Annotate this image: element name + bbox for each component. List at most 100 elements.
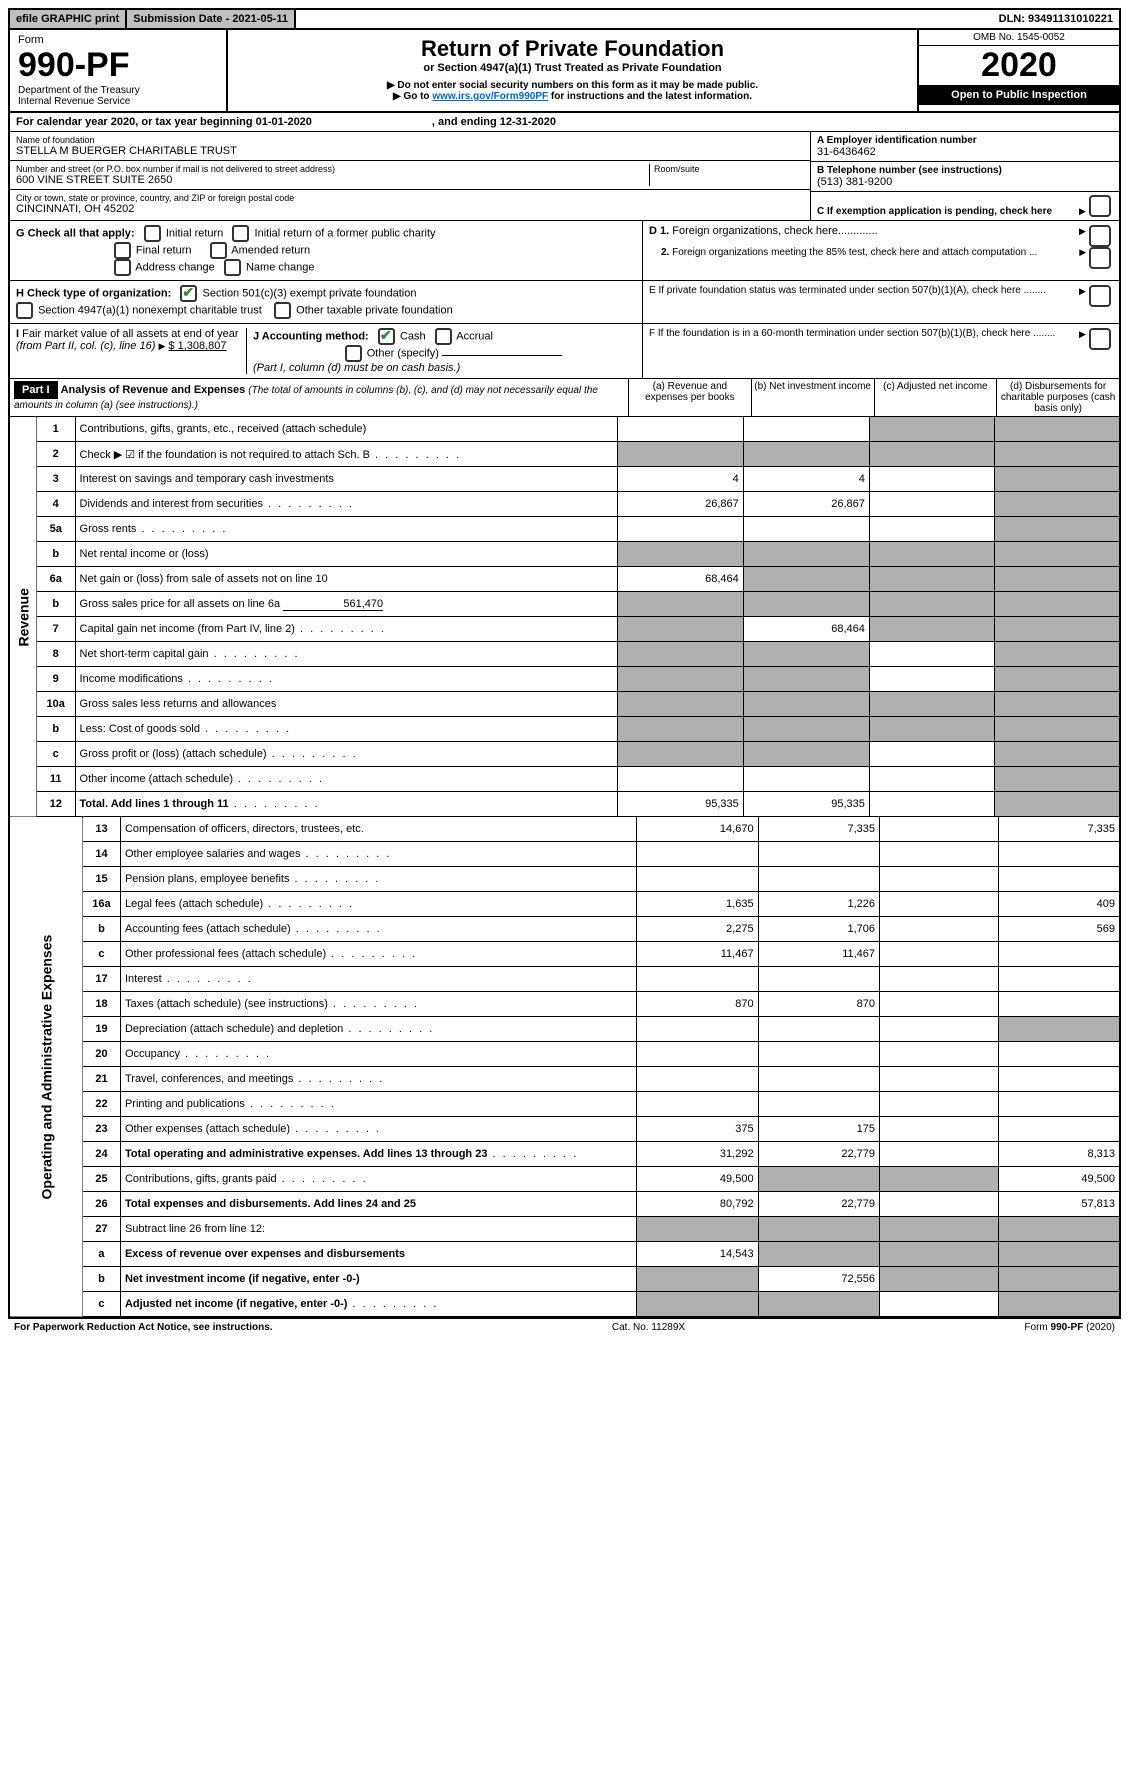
phone-label: B Telephone number (see instructions) bbox=[817, 165, 1113, 176]
form-header: Form 990-PF Department of the Treasury I… bbox=[10, 30, 1119, 113]
line-desc: Taxes (attach schedule) (see instruction… bbox=[120, 992, 636, 1017]
line-desc: Pension plans, employee benefits bbox=[120, 867, 636, 892]
line-num: c bbox=[83, 1292, 121, 1317]
g-final-checkbox[interactable] bbox=[114, 242, 131, 259]
line-desc: Depreciation (attach schedule) and deple… bbox=[120, 1017, 636, 1042]
omb-number: OMB No. 1545-0052 bbox=[919, 30, 1119, 46]
form-container: efile GRAPHIC print Submission Date - 20… bbox=[8, 8, 1121, 1319]
line-num: b bbox=[36, 542, 75, 567]
page-footer: For Paperwork Reduction Act Notice, see … bbox=[8, 1319, 1121, 1336]
c-checkbox[interactable] bbox=[1089, 195, 1111, 217]
g-name-checkbox[interactable] bbox=[224, 259, 241, 276]
line-num: 14 bbox=[83, 842, 121, 867]
line-desc: Capital gain net income (from Part IV, l… bbox=[75, 617, 617, 642]
j-other-checkbox[interactable] bbox=[345, 345, 362, 362]
line-desc: Contributions, gifts, grants paid bbox=[120, 1167, 636, 1192]
e-label: E If private foundation status was termi… bbox=[649, 285, 1079, 319]
line-num: 3 bbox=[36, 467, 75, 492]
line-num: 4 bbox=[36, 492, 75, 517]
checks-g-row: G Check all that apply: Initial return I… bbox=[10, 221, 1119, 281]
line-num: 21 bbox=[83, 1067, 121, 1092]
note-ssn: ▶ Do not enter social security numbers o… bbox=[234, 80, 911, 91]
h-other-checkbox[interactable] bbox=[274, 302, 291, 319]
line-num: b bbox=[36, 717, 75, 742]
line-num: 16a bbox=[83, 892, 121, 917]
line-desc: Interest on savings and temporary cash i… bbox=[75, 467, 617, 492]
revenue-side-label: Revenue bbox=[10, 417, 36, 817]
name-label: Name of foundation bbox=[16, 135, 804, 145]
line-desc: Income modifications bbox=[75, 667, 617, 692]
instructions-link[interactable]: www.irs.gov/Form990PF bbox=[432, 91, 548, 102]
foundation-info: Name of foundation STELLA M BUERGER CHAR… bbox=[10, 132, 1119, 221]
line-desc: Other employee salaries and wages bbox=[120, 842, 636, 867]
d1-checkbox[interactable] bbox=[1089, 225, 1111, 247]
j-cash-checkbox[interactable] bbox=[378, 328, 395, 345]
line-desc: Interest bbox=[120, 967, 636, 992]
line-num: 24 bbox=[83, 1142, 121, 1167]
line-num: 11 bbox=[36, 767, 75, 792]
line-num: 19 bbox=[83, 1017, 121, 1042]
irs-label: Internal Revenue Service bbox=[18, 96, 218, 107]
line-num: 25 bbox=[83, 1167, 121, 1192]
room-label: Room/suite bbox=[654, 164, 804, 174]
line-desc: Other professional fees (attach schedule… bbox=[120, 942, 636, 967]
line-desc: Contributions, gifts, grants, etc., rece… bbox=[75, 417, 617, 442]
col-d-header: (d) Disbursements for charitable purpose… bbox=[996, 379, 1119, 416]
line-desc: Gross profit or (loss) (attach schedule) bbox=[75, 742, 617, 767]
form-label: Form bbox=[18, 34, 218, 46]
line-num: a bbox=[83, 1242, 121, 1267]
g-initial-former-checkbox[interactable] bbox=[232, 225, 249, 242]
line-desc: Excess of revenue over expenses and disb… bbox=[120, 1242, 636, 1267]
h-4947-checkbox[interactable] bbox=[16, 302, 33, 319]
line-desc: Check ▶ ☑ if the foundation is not requi… bbox=[75, 442, 617, 467]
line-num: 17 bbox=[83, 967, 121, 992]
line-num: 1 bbox=[36, 417, 75, 442]
calendar-year-row: For calendar year 2020, or tax year begi… bbox=[10, 113, 1119, 132]
ein-value: 31-6436462 bbox=[817, 146, 1113, 158]
line-desc: Total operating and administrative expen… bbox=[120, 1142, 636, 1167]
line-num: 10a bbox=[36, 692, 75, 717]
line-num: 5a bbox=[36, 517, 75, 542]
efile-print-button[interactable]: efile GRAPHIC print bbox=[10, 10, 127, 28]
line-desc: Travel, conferences, and meetings bbox=[120, 1067, 636, 1092]
tax-year: 2020 bbox=[919, 46, 1119, 85]
dept-label: Department of the Treasury bbox=[18, 85, 218, 96]
note-link-row: ▶ Go to www.irs.gov/Form990PF for instru… bbox=[234, 91, 911, 102]
d2-checkbox[interactable] bbox=[1089, 247, 1111, 269]
j-accrual-checkbox[interactable] bbox=[435, 328, 452, 345]
line-desc: Compensation of officers, directors, tru… bbox=[120, 817, 636, 842]
g-address-checkbox[interactable] bbox=[114, 259, 131, 276]
col-a-header: (a) Revenue and expenses per books bbox=[628, 379, 751, 416]
expense-table: Operating and Administrative Expenses13C… bbox=[10, 817, 1119, 1317]
fmv-value: $ 1,308,807 bbox=[168, 340, 226, 352]
line-num: c bbox=[36, 742, 75, 767]
line-num: b bbox=[83, 1267, 121, 1292]
c-label: C If exemption application is pending, c… bbox=[817, 206, 1079, 217]
e-checkbox[interactable] bbox=[1089, 285, 1111, 307]
part1-label: Part I bbox=[14, 381, 58, 399]
city-label: City or town, state or province, country… bbox=[16, 193, 804, 203]
foundation-city: CINCINNATI, OH 45202 bbox=[16, 203, 804, 215]
form-subtitle: or Section 4947(a)(1) Trust Treated as P… bbox=[234, 62, 911, 74]
g-initial-checkbox[interactable] bbox=[144, 225, 161, 242]
part1-header: Part I Analysis of Revenue and Expenses … bbox=[10, 378, 1119, 417]
foundation-name: STELLA M BUERGER CHARITABLE TRUST bbox=[16, 145, 804, 157]
phone-value: (513) 381-9200 bbox=[817, 176, 1113, 188]
line-desc: Gross sales price for all assets on line… bbox=[75, 592, 617, 617]
line-num: c bbox=[83, 942, 121, 967]
line-desc: Net rental income or (loss) bbox=[75, 542, 617, 567]
line-desc: Printing and publications bbox=[120, 1092, 636, 1117]
col-c-header: (c) Adjusted net income bbox=[874, 379, 997, 416]
g-amended-checkbox[interactable] bbox=[210, 242, 227, 259]
f-checkbox[interactable] bbox=[1089, 328, 1111, 350]
ein-label: A Employer identification number bbox=[817, 135, 1113, 146]
line-num: 13 bbox=[83, 817, 121, 842]
expense-side-label: Operating and Administrative Expenses bbox=[10, 817, 83, 1317]
checks-h-row: H Check type of organization: Section 50… bbox=[10, 281, 1119, 324]
f-label: F If the foundation is in a 60-month ter… bbox=[649, 328, 1079, 374]
dln-number: DLN: 93491131010221 bbox=[993, 10, 1119, 28]
line-desc: Gross sales less returns and allowances bbox=[75, 692, 617, 717]
h-501c3-checkbox[interactable] bbox=[180, 285, 197, 302]
line-desc: Legal fees (attach schedule) bbox=[120, 892, 636, 917]
line-desc: Less: Cost of goods sold bbox=[75, 717, 617, 742]
